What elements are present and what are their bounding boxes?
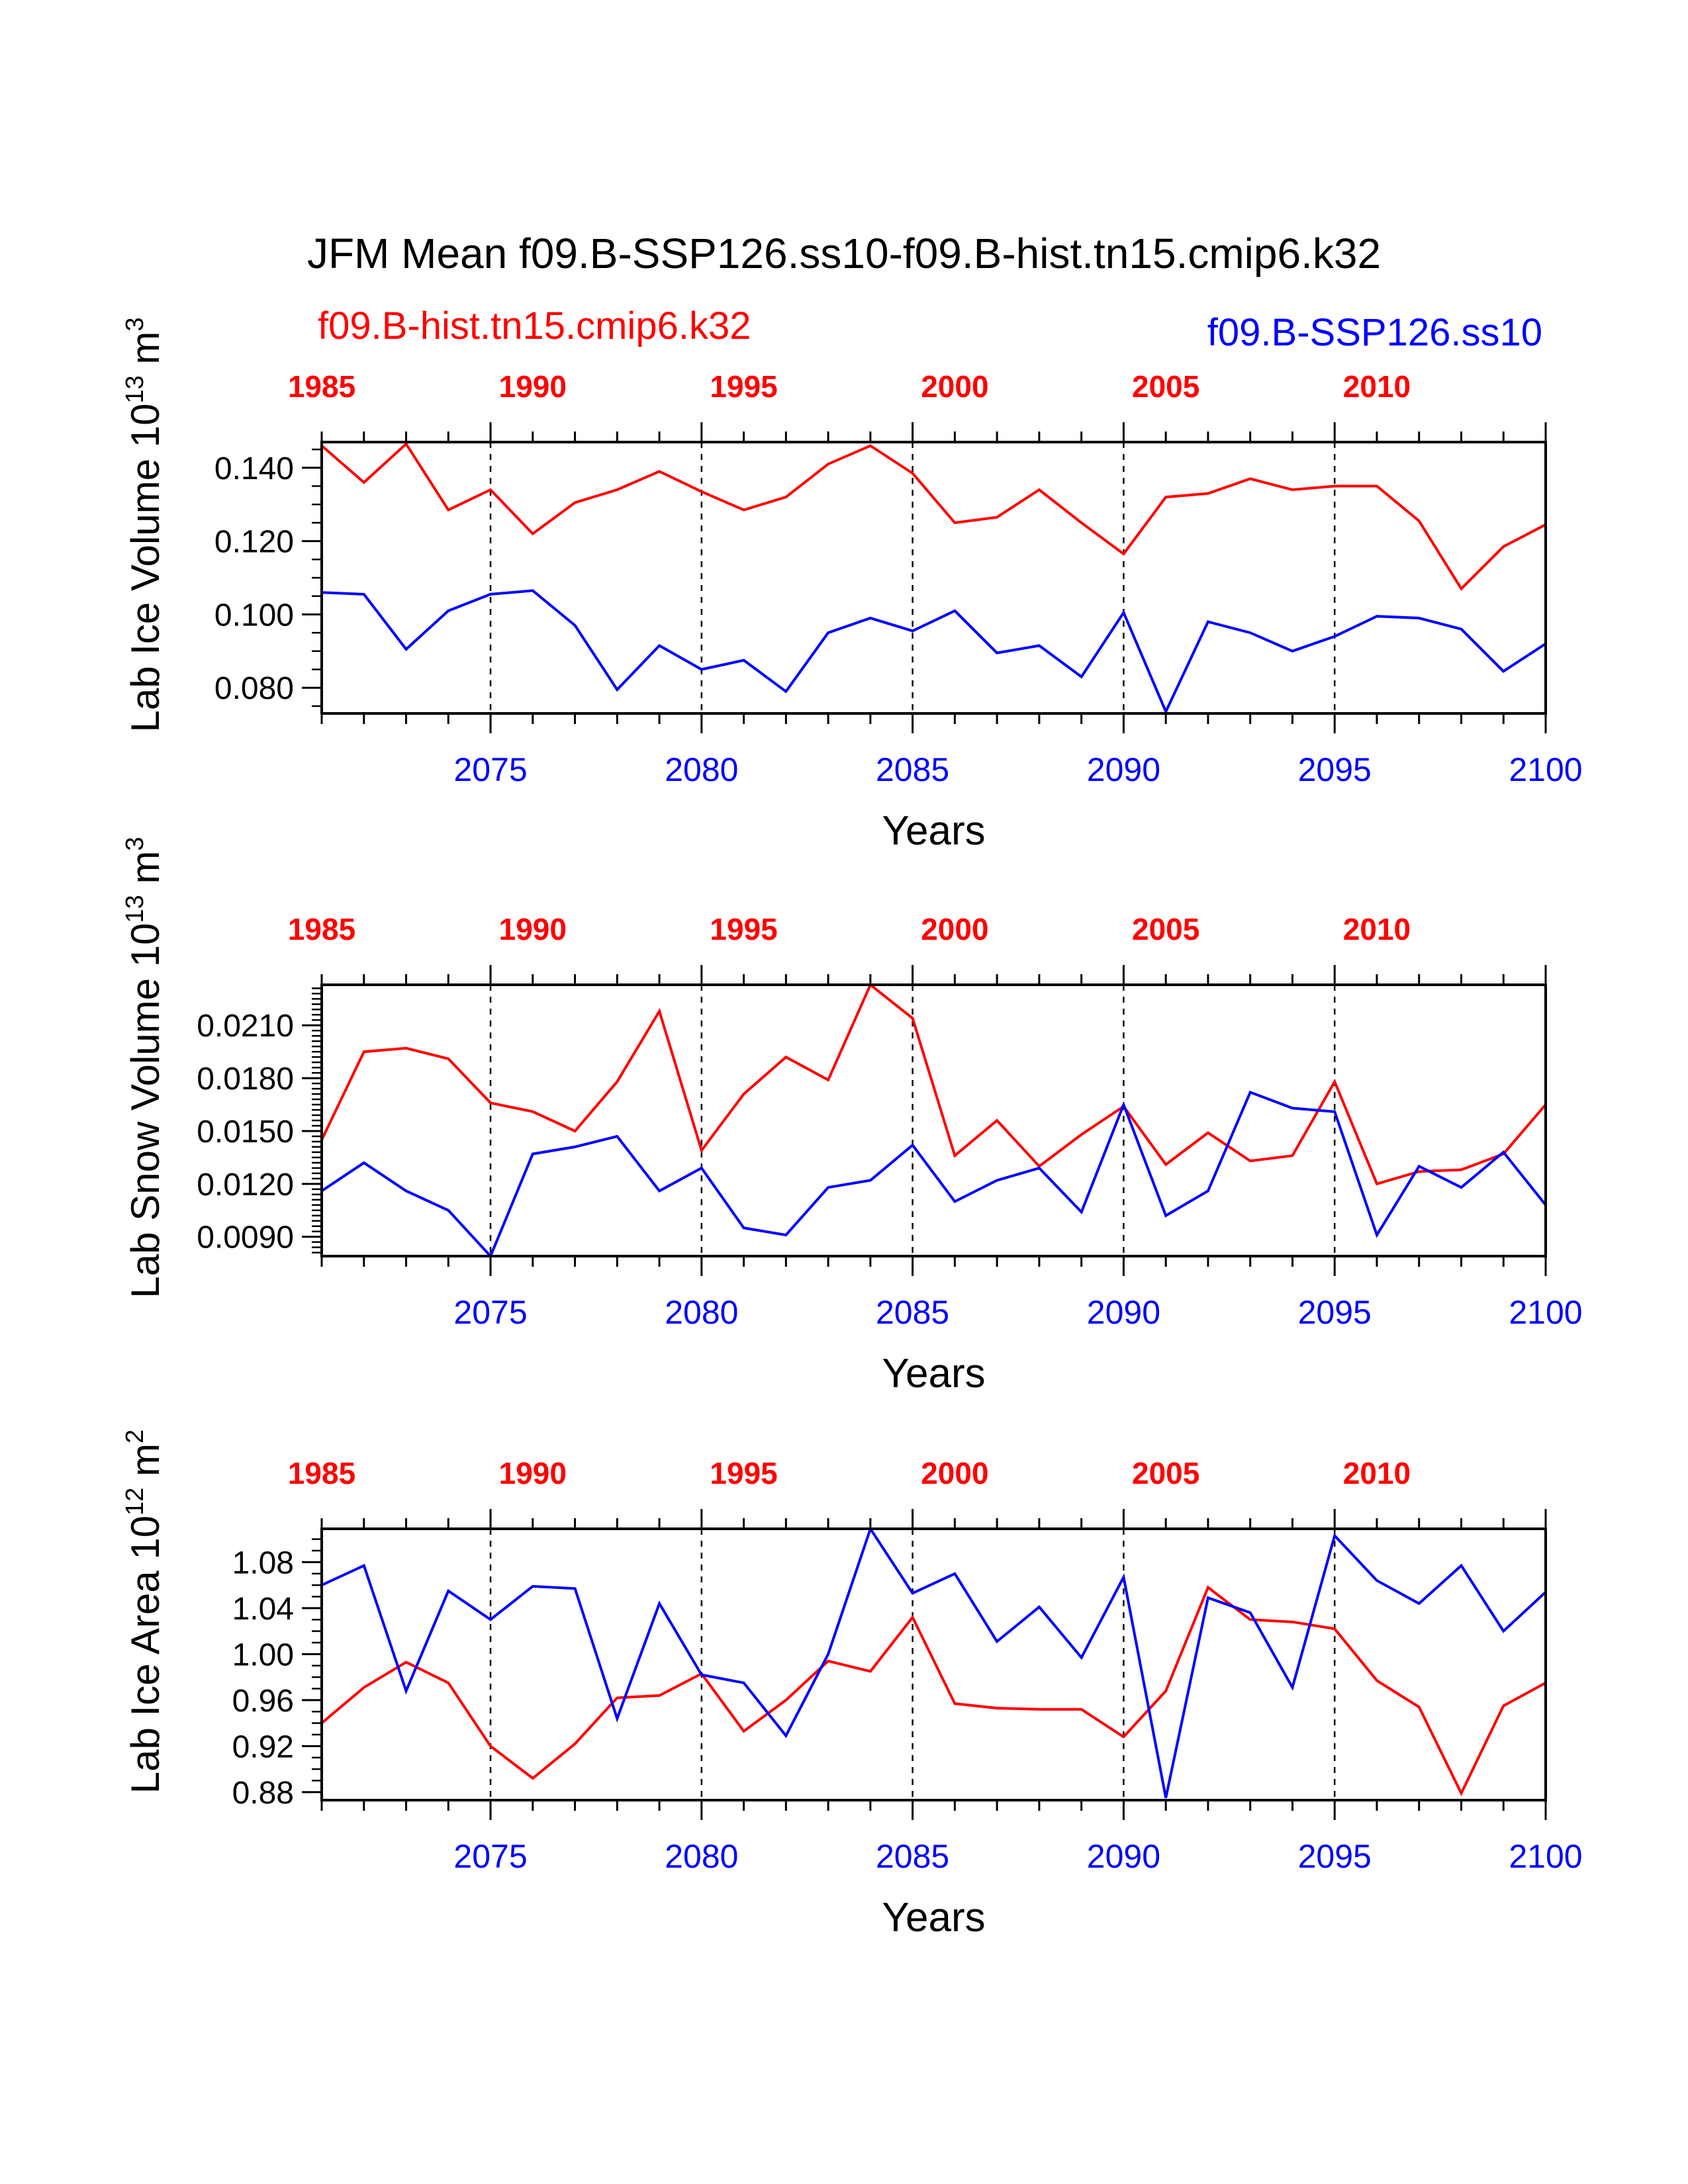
x-tick-label-top: 2000 [921,369,988,404]
y-axis-title-unit-exponent: 3 [121,837,149,850]
x-tick-label-bottom: 2090 [1087,1294,1160,1331]
y-tick-label: 0.080 [214,671,294,706]
x-axis-title: Years [882,808,985,854]
y-tick-label: 0.88 [232,1776,294,1811]
y-tick-label: 1.08 [232,1545,294,1580]
x-tick-label-top: 2010 [1343,912,1411,946]
y-tick-label: 0.92 [232,1729,294,1764]
x-tick-label-top: 1990 [499,1456,567,1490]
y-axis-title-main: Lab Ice Volume 10 [123,404,167,733]
y-tick-label: 0.0180 [197,1062,294,1097]
series-red-line [320,441,1546,591]
x-tick-label-top: 1985 [288,1456,355,1490]
legend-hist-label: f09.B-hist.tn15.cmip6.k32 [318,304,751,347]
y-axis-title-main: Lab Snow Volume 10 [123,923,167,1298]
plot-frame [320,983,1547,1257]
y-tick-label: 0.0150 [197,1115,294,1150]
series-blue-line [321,589,1547,715]
y-axis-title-unit-exponent: 3 [121,317,149,331]
panel-snow-volume: 2075 2080 2085 2090 2095 2100 1985 1990 1995 2000… [121,837,1583,1396]
legend-ssp-label: f09.B-SSP126.ss10 [1207,311,1542,354]
y-axis-title: Lab Ice Volume 1013 m3 [121,317,167,732]
y-axis-title: Lab Ice Area 1012 m2 [121,1430,167,1794]
x-tick-label-top: 1985 [288,369,355,404]
y-tick-label: 0.100 [214,598,294,633]
y-tick-label: 1.00 [232,1637,294,1672]
y-tick-label: 0.140 [214,451,294,486]
y-tick-label: 1.04 [232,1592,294,1627]
x-tick-label-bottom: 2090 [1087,1838,1160,1875]
y-tick-label: 0.0090 [197,1220,294,1255]
x-axis-title: Years [882,1895,985,1940]
y-axis-title-exponent: 13 [121,375,149,403]
x-tick-label-bottom: 2100 [1509,751,1582,788]
x-tick-label-top: 2000 [921,1456,988,1490]
series-blue-line [320,1090,1547,1259]
x-tick-label-top: 1995 [710,369,777,404]
x-tick-label-top: 1995 [710,1456,777,1490]
series-red-line [320,982,1547,1186]
y-tick-label: 0.0210 [197,1009,294,1044]
x-tick-label-bottom: 2080 [665,751,738,788]
x-tick-label-bottom: 2085 [876,1294,949,1331]
x-tick-label-top: 1995 [710,912,777,946]
x-tick-label-bottom: 2095 [1298,1294,1372,1331]
y-axis-title-unit: m [123,332,167,376]
figure-title: JFM Mean f09.B-SSP126.ss10-f09.B-hist.tn… [307,230,1381,277]
y-axis-title-exponent: 13 [121,895,149,923]
x-tick-label-bottom: 2075 [453,1838,527,1875]
y-tick-label: 0.120 [214,525,294,560]
x-tick-label-bottom: 2090 [1087,751,1160,788]
x-tick-label-top: 2010 [1343,1456,1411,1490]
panel-ice-volume: 2075 2080 2085 2090 2095 2100 1985 1990 1995 2000… [121,317,1583,854]
x-tick-label-top: 2005 [1132,1456,1199,1490]
plot-frame [320,441,1547,715]
y-tick-label: 0.96 [232,1684,294,1719]
x-tick-label-top: 2005 [1132,912,1199,946]
panel-ice-area: 2075 2080 2085 2090 2095 2100 1985 1990 1995 2000… [121,1430,1583,1940]
x-tick-label-bottom: 2085 [876,751,949,788]
y-axis-title-unit-exponent: 2 [121,1430,149,1443]
series-blue-line [321,1525,1547,1798]
y-axis-title: Lab Snow Volume 1013 m3 [121,837,167,1298]
x-tick-label-top: 2010 [1343,369,1411,404]
x-tick-label-bottom: 2085 [876,1838,949,1875]
x-tick-label-bottom: 2095 [1298,751,1372,788]
x-tick-label-top: 2000 [921,912,988,946]
x-tick-label-bottom: 2075 [453,1294,527,1331]
x-tick-label-top: 1985 [288,912,355,946]
x-axis-title: Years [882,1351,985,1396]
x-tick-label-top: 1990 [499,369,567,404]
y-axis-title-unit: m [123,1443,167,1488]
x-tick-label-bottom: 2075 [453,751,527,788]
y-axis-title-unit: m [123,851,167,895]
x-tick-label-bottom: 2080 [665,1838,738,1875]
x-tick-label-top: 1990 [499,912,567,946]
y-axis-title-exponent: 12 [121,1488,149,1516]
y-tick-label: 0.0120 [197,1167,294,1203]
x-tick-label-bottom: 2100 [1509,1294,1582,1331]
series-red-line [320,1585,1546,1797]
x-tick-label-bottom: 2080 [665,1294,738,1331]
chart-panels: 2075 2080 2085 2090 2095 2100 1985 1990 1995 2000… [121,317,1583,1940]
plot-frame [320,1527,1547,1801]
x-tick-label-bottom: 2100 [1509,1838,1582,1875]
x-tick-label-top: 2005 [1132,369,1199,404]
x-tick-label-bottom: 2095 [1298,1838,1372,1875]
y-axis-title-main: Lab Ice Area 10 [123,1516,167,1794]
